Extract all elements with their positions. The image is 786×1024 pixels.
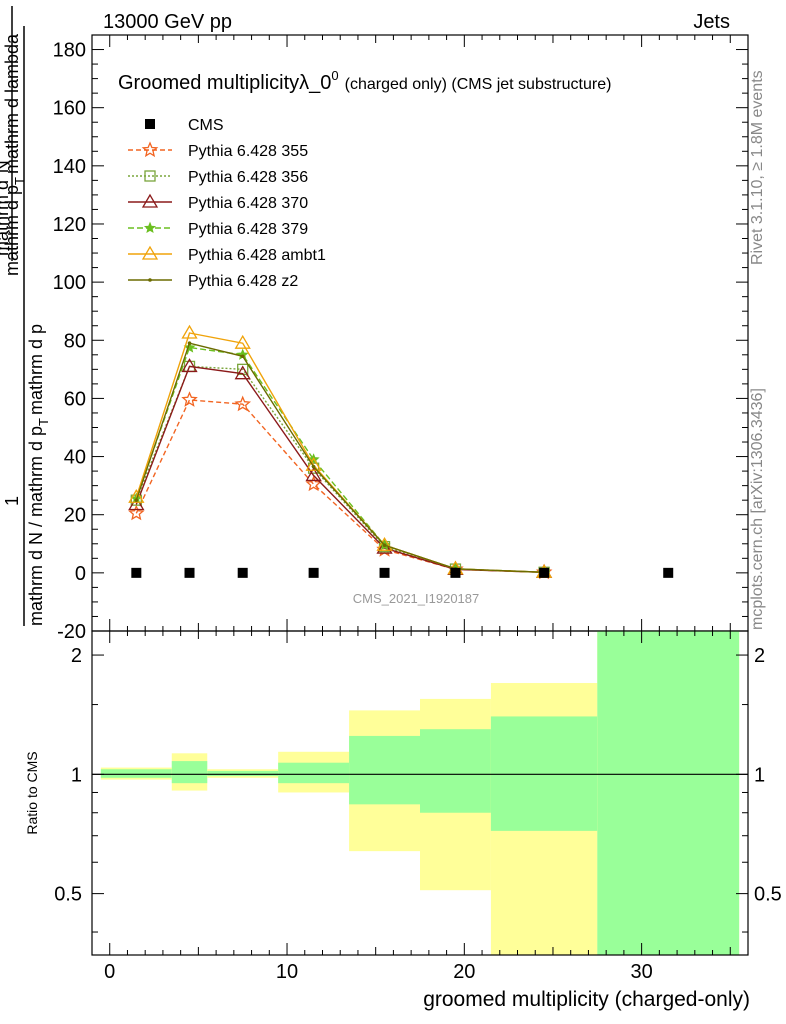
- plot-title-main: Groomed multiplicity: [118, 72, 299, 94]
- mcplots-credit-text: mcplots.cern.ch [arXiv:1306.3436]: [749, 388, 766, 630]
- series-marker: [128, 488, 145, 503]
- cms-data-point: [308, 567, 319, 578]
- ratio-y-tick-label-right: 2: [754, 645, 765, 667]
- ratio-y-tick-label: 2: [71, 645, 82, 667]
- ratio-y-tick-label: 1: [71, 764, 82, 786]
- y-tick-label: 40: [64, 447, 86, 469]
- legend-label: Pythia 6.428 355: [188, 143, 308, 160]
- series-marker: [181, 358, 198, 373]
- header-left: 13000 GeV pp: [103, 11, 232, 33]
- series-marker: [376, 539, 393, 554]
- cms-data-layer: [131, 567, 674, 578]
- legend-label: Pythia 6.428 ambt1: [188, 247, 326, 264]
- plot-title-lambda: λ_0: [299, 72, 331, 94]
- main-plot-area: [128, 324, 674, 580]
- y-tick-label: 160: [53, 98, 86, 120]
- legend-label: Pythia 6.428 370: [188, 195, 308, 212]
- plot-title: Groomed multiplicityλ_00 (charged only) (…: [118, 68, 611, 94]
- y-tick-label: 0: [75, 563, 86, 585]
- ratio-y-tick-label: 0.5: [54, 884, 82, 906]
- cms-data-point: [539, 567, 550, 578]
- x-tick-label: 0: [104, 961, 115, 983]
- series-line: [135, 346, 545, 573]
- legend: CMS Pythia 6.428 355 Pythia 6.428 356 Pythi…: [128, 117, 326, 290]
- series-marker: [234, 334, 251, 349]
- series-marker: [187, 341, 192, 345]
- legend-label: CMS: [188, 117, 224, 134]
- series-marker: [143, 221, 157, 234]
- series-marker: [128, 504, 145, 521]
- y-tick-label: 180: [53, 40, 86, 62]
- ratio-band-inner: [207, 770, 279, 777]
- ratio-band-inner: [171, 761, 208, 784]
- ratio-band-inner: [490, 716, 598, 831]
- y-tick-label: 120: [53, 214, 86, 236]
- y-label-denominator: mathrm d N / mathrm d pTmathrm d p: [26, 324, 51, 626]
- series-marker: [311, 464, 316, 469]
- analysis-watermark: CMS_2021_I1920187: [353, 591, 480, 606]
- series-line: [135, 332, 545, 573]
- series-line: [135, 342, 545, 573]
- series-marker: [305, 456, 322, 471]
- plot-title-sup: 0: [331, 68, 338, 83]
- ratio-plot-frame: [91, 630, 749, 956]
- series-marker: [305, 467, 322, 482]
- series-marker: [141, 141, 159, 158]
- main-y-axis: -20 0 20 40 60 80 100 120 140 160 180: [53, 34, 748, 643]
- y-label-right-numerator: mathrm d2N: [0, 160, 12, 256]
- cms-data-point: [131, 567, 142, 578]
- series-marker: [240, 354, 245, 359]
- ratio-uncertainty-bands: [100, 631, 740, 955]
- legend-label: Pythia 6.428 356: [188, 169, 308, 186]
- series-marker: [234, 395, 252, 412]
- ratio-y-tick-label-right: 1: [754, 764, 765, 786]
- legend-label: Pythia 6.428 379: [188, 221, 308, 238]
- series-marker: [141, 193, 159, 208]
- y-tick-label: 60: [64, 388, 86, 410]
- ratio-band-inner: [100, 769, 172, 778]
- legend-marker-cms: [145, 119, 155, 129]
- series-marker: [181, 324, 198, 339]
- series-marker: [181, 391, 198, 407]
- cms-data-point: [450, 567, 461, 578]
- ratio-band-inner: [420, 729, 491, 813]
- cms-data-point: [663, 567, 674, 578]
- ratio-band-inner: [597, 631, 740, 955]
- ratio-y-label: Ratio to CMS: [24, 751, 40, 834]
- y-label-one: 1: [2, 496, 22, 506]
- y-tick-label: 140: [53, 156, 86, 178]
- series-layer: [128, 324, 553, 580]
- series-line: [135, 399, 545, 573]
- series-marker: [382, 543, 387, 548]
- y-tick-label: -20: [57, 621, 86, 643]
- header-right: Jets: [693, 11, 730, 33]
- series-marker: [376, 536, 393, 551]
- x-tick-label: 10: [276, 961, 298, 983]
- ratio-axes: 0.5 0.51 12 20 10 20 30: [54, 631, 782, 983]
- x-tick-label: 30: [630, 961, 652, 983]
- series-marker: [134, 498, 139, 502]
- series-marker: [148, 278, 152, 282]
- y-tick-label: 20: [64, 505, 86, 527]
- ratio-band-inner: [278, 762, 350, 784]
- y-tick-label: 100: [53, 272, 86, 294]
- rivet-version-text: Rivet 3.1.10, ≥ 1.8M events: [749, 70, 766, 265]
- cms-data-point: [379, 567, 390, 578]
- ratio-band-inner: [349, 735, 420, 805]
- series-marker: [141, 245, 159, 260]
- plot-title-suffix: (charged only) (CMS jet substructure): [345, 76, 612, 93]
- y-tick-label: 80: [64, 330, 86, 352]
- x-tick-label: 20: [453, 961, 475, 983]
- legend-label: Pythia 6.428 z2: [188, 273, 298, 290]
- cms-data-point: [184, 567, 195, 578]
- ratio-y-tick-label-right: 0.5: [754, 884, 782, 906]
- series-marker: [234, 365, 251, 380]
- series-marker: [144, 170, 156, 182]
- main-y-label: mathrm d N / mathrm d pTmathrm d p 1 mat…: [0, 6, 51, 626]
- x-axis-label: groomed multiplicity (charged-only): [423, 988, 750, 1011]
- series-marker: [305, 475, 322, 492]
- cms-data-point: [237, 567, 248, 578]
